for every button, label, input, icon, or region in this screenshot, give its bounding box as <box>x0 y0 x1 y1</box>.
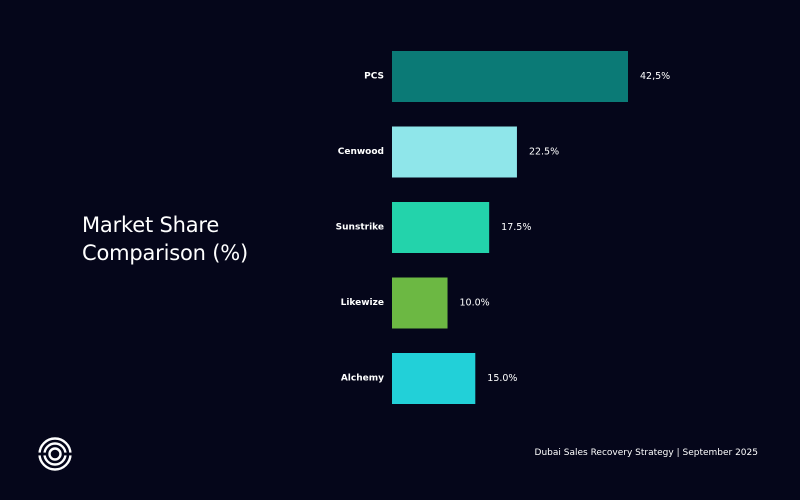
value-label-pcs: 42,5% <box>640 71 670 82</box>
bar-alchemy <box>392 353 476 404</box>
bar-likewize <box>392 277 448 329</box>
bar-sunstrike <box>392 202 490 253</box>
bar-cenwood <box>392 126 517 178</box>
footer-text: Dubai Sales Recovery Strategy | Septembe… <box>534 448 758 458</box>
chart-title: Market Share Comparison (%) <box>82 213 248 265</box>
category-label-alchemy: Alchemy <box>341 374 384 384</box>
value-label-sunstrike: 17.5% <box>501 222 531 233</box>
category-label-sunstrike: Sunstrike <box>336 223 384 233</box>
value-label-cenwood: 22.5% <box>529 147 559 158</box>
category-label-cenwood: Cenwood <box>338 147 384 157</box>
category-label-likewize: Likewize <box>341 298 384 308</box>
concentric-circle-logo-icon <box>37 437 73 471</box>
category-label-pcs: PCS <box>364 72 384 82</box>
value-label-likewize: 10.0% <box>460 298 490 309</box>
value-label-alchemy: 15.0% <box>487 373 517 384</box>
bar-pcs <box>392 51 628 102</box>
